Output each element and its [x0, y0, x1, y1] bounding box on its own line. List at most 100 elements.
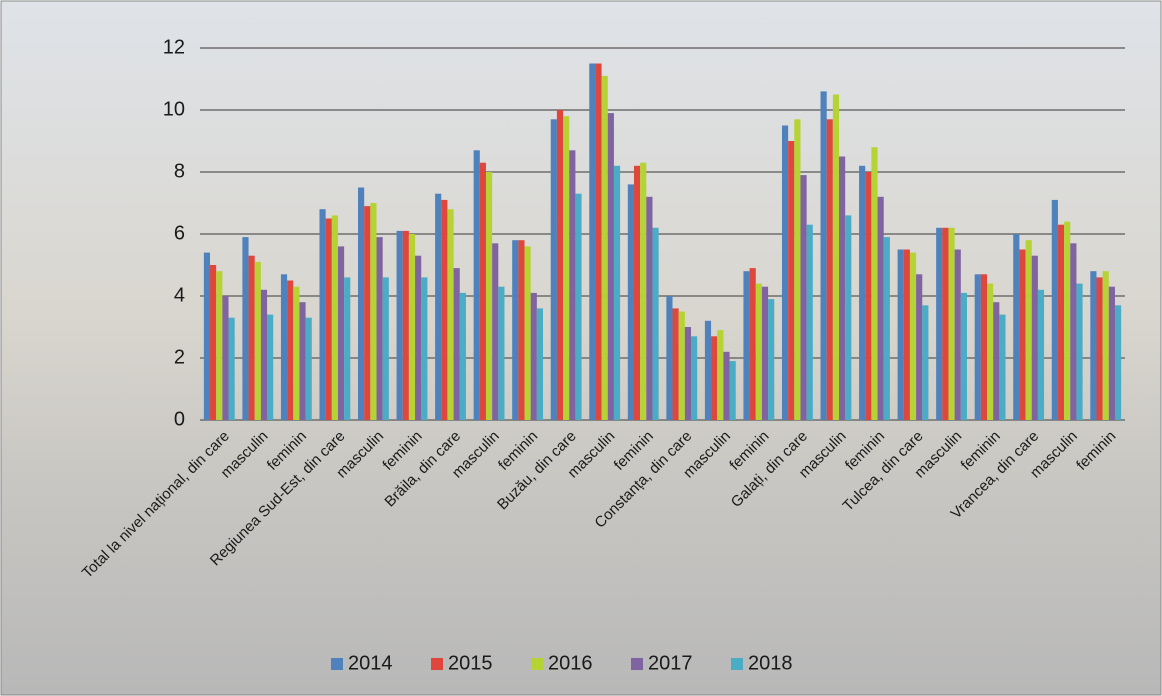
bar: [1058, 225, 1064, 420]
bar: [788, 141, 794, 420]
bar: [1109, 287, 1115, 420]
bar: [1076, 284, 1082, 420]
bar: [557, 110, 563, 420]
bar: [1013, 234, 1019, 420]
bar: [397, 231, 403, 420]
bar: [743, 271, 749, 420]
bar: [1038, 290, 1044, 420]
bar: [486, 172, 492, 420]
bar: [551, 119, 557, 420]
bar: [204, 253, 210, 420]
bar: [210, 265, 216, 420]
bar: [723, 352, 729, 420]
legend-swatch: [731, 658, 743, 670]
bar: [293, 287, 299, 420]
bar: [1103, 271, 1109, 420]
bar: [936, 228, 942, 420]
legend-swatch: [431, 658, 443, 670]
bar: [845, 215, 851, 420]
bar: [480, 163, 486, 420]
bar: [666, 296, 672, 420]
bar: [447, 209, 453, 420]
bar: [370, 203, 376, 420]
bar: [1032, 256, 1038, 420]
bar: [531, 293, 537, 420]
bar: [435, 194, 441, 420]
bar: [589, 64, 595, 421]
bar: [640, 163, 646, 420]
bar: [492, 243, 498, 420]
bar: [242, 237, 248, 420]
bar: [634, 166, 640, 420]
bar: [602, 76, 608, 420]
bar: [898, 250, 904, 421]
bar: [403, 231, 409, 420]
bar: [1090, 271, 1096, 420]
bar: [673, 308, 679, 420]
bar: [319, 209, 325, 420]
bar: [942, 228, 948, 420]
legend-label: 2015: [448, 652, 493, 674]
bar: [904, 250, 910, 421]
bar: [518, 240, 524, 420]
legend-swatch: [631, 658, 643, 670]
bar: [762, 287, 768, 420]
bar: [1096, 277, 1102, 420]
bar: [993, 302, 999, 420]
bar: [821, 91, 827, 420]
y-tick-label: 4: [174, 284, 185, 306]
bar: [575, 194, 581, 420]
bar: [409, 234, 415, 420]
bar: [383, 277, 389, 420]
bar: [261, 290, 267, 420]
bar: [807, 225, 813, 420]
bar: [595, 64, 601, 421]
bar: [628, 184, 634, 420]
y-tick-label: 10: [163, 98, 185, 120]
bar: [800, 175, 806, 420]
legend-label: 2018: [748, 652, 793, 674]
legend-label: 2016: [548, 652, 593, 674]
bar: [229, 318, 235, 420]
bar: [865, 172, 871, 420]
bar: [1064, 222, 1070, 420]
bar: [948, 228, 954, 420]
bar: [679, 312, 685, 421]
bar: [267, 315, 273, 420]
bar: [1070, 243, 1076, 420]
bar: [358, 188, 364, 421]
bar: [839, 157, 845, 421]
y-tick-label: 0: [174, 408, 185, 430]
bar: [833, 95, 839, 421]
bar: [705, 321, 711, 420]
bar: [1115, 305, 1121, 420]
bar: [216, 271, 222, 420]
bar: [377, 237, 383, 420]
y-tick-label: 6: [174, 222, 185, 244]
bar: [512, 240, 518, 420]
bar: [537, 308, 543, 420]
bar: [685, 327, 691, 420]
bar: [498, 287, 504, 420]
bar: [364, 206, 370, 420]
bar: [981, 274, 987, 420]
bar: [1052, 200, 1058, 420]
bar: [717, 330, 723, 420]
bar: [884, 237, 890, 420]
bar: [646, 197, 652, 420]
bar: [975, 274, 981, 420]
bar: [859, 166, 865, 420]
bar: [332, 215, 338, 420]
y-tick-label: 2: [174, 346, 185, 368]
bar: [955, 250, 961, 421]
y-tick-label: 12: [163, 36, 185, 58]
bar: [563, 116, 569, 420]
bar: [910, 253, 916, 420]
bar: [652, 228, 658, 420]
bar: [916, 274, 922, 420]
bar: [730, 361, 736, 420]
bar: [608, 113, 614, 420]
bar: [326, 219, 332, 421]
bar: [768, 299, 774, 420]
bar: [711, 336, 717, 420]
